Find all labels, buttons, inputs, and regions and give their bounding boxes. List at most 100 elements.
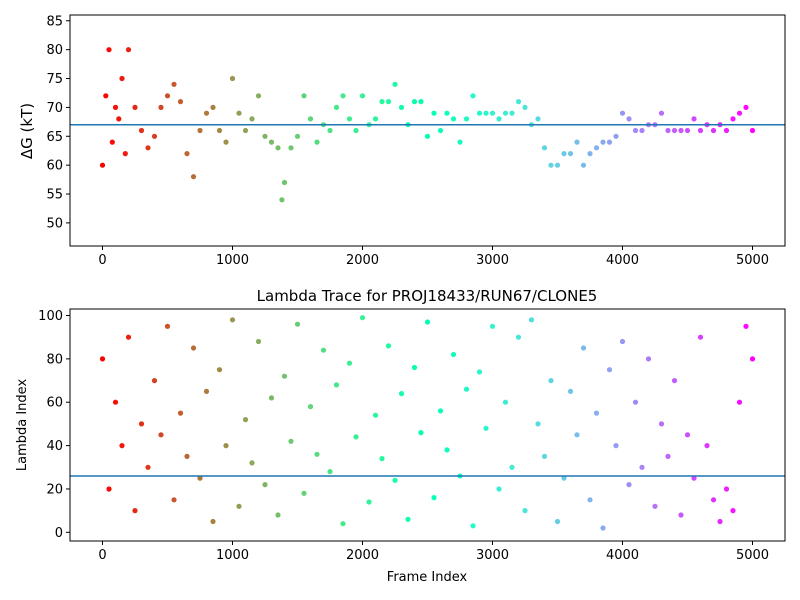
data-point bbox=[164, 323, 171, 329]
data-point bbox=[541, 145, 548, 151]
data-point bbox=[112, 399, 119, 405]
data-point bbox=[203, 110, 210, 116]
data-point bbox=[665, 453, 671, 459]
data-point bbox=[294, 133, 301, 139]
data-point bbox=[203, 388, 210, 394]
data-point bbox=[431, 495, 437, 501]
data-point bbox=[106, 486, 112, 492]
data-point bbox=[678, 512, 684, 518]
data-point bbox=[177, 410, 184, 416]
data-point bbox=[411, 364, 418, 371]
y-tick-label: 75 bbox=[46, 72, 63, 87]
y-tick-label: 70 bbox=[46, 101, 63, 116]
x-tick-label: 1000 bbox=[216, 253, 249, 268]
data-point bbox=[327, 127, 333, 134]
x-tick-label: 4000 bbox=[606, 253, 639, 268]
x-tick-label: 1000 bbox=[216, 548, 249, 563]
x-tick-label: 5000 bbox=[736, 548, 769, 563]
data-point bbox=[717, 518, 723, 525]
data-point bbox=[242, 127, 249, 134]
data-point bbox=[710, 497, 717, 503]
data-point bbox=[366, 499, 372, 505]
data-point bbox=[632, 127, 639, 134]
data-point bbox=[587, 497, 593, 503]
data-point bbox=[736, 399, 743, 405]
data-point bbox=[418, 99, 424, 105]
data-point bbox=[424, 133, 431, 139]
data-point bbox=[502, 110, 509, 116]
data-point bbox=[197, 127, 203, 134]
data-point bbox=[671, 127, 678, 134]
data-point bbox=[535, 421, 541, 427]
data-point bbox=[691, 116, 697, 122]
data-point bbox=[164, 93, 171, 99]
data-point bbox=[476, 369, 483, 375]
data-point bbox=[301, 490, 307, 496]
data-point bbox=[431, 110, 437, 116]
data-point bbox=[333, 104, 340, 110]
data-point bbox=[593, 410, 600, 416]
delta-g-ylabel: ΔG (kT) bbox=[18, 103, 36, 159]
data-point bbox=[138, 421, 145, 427]
data-point bbox=[652, 503, 658, 509]
data-point bbox=[145, 464, 151, 470]
lambda-xlabel: Frame Index bbox=[387, 570, 468, 585]
data-point bbox=[255, 338, 262, 345]
data-point bbox=[229, 75, 236, 82]
data-point bbox=[275, 512, 281, 518]
data-point bbox=[658, 421, 665, 427]
data-point bbox=[242, 417, 249, 423]
data-point bbox=[496, 486, 502, 492]
data-point bbox=[171, 497, 177, 503]
data-point bbox=[262, 482, 268, 488]
data-point bbox=[561, 151, 567, 157]
data-point bbox=[99, 162, 106, 168]
data-point bbox=[704, 443, 710, 449]
data-point bbox=[509, 464, 515, 470]
data-point bbox=[743, 104, 749, 110]
data-point bbox=[632, 399, 639, 405]
data-point bbox=[444, 447, 450, 453]
data-point bbox=[379, 456, 385, 462]
data-point bbox=[515, 334, 522, 340]
lambda-plot-area bbox=[69, 308, 786, 542]
data-point bbox=[353, 434, 359, 440]
data-point bbox=[463, 116, 470, 122]
data-point bbox=[470, 93, 476, 99]
data-point bbox=[197, 475, 203, 481]
data-point bbox=[730, 508, 736, 514]
data-point bbox=[509, 110, 515, 116]
data-point bbox=[190, 174, 197, 180]
data-point bbox=[626, 116, 632, 122]
data-point bbox=[574, 432, 580, 438]
data-point bbox=[723, 486, 730, 492]
data-point bbox=[262, 133, 268, 139]
y-tick-label: 50 bbox=[46, 216, 63, 231]
data-point bbox=[626, 482, 632, 488]
y-tick-label: 20 bbox=[46, 482, 63, 497]
data-point bbox=[535, 116, 541, 122]
data-point bbox=[424, 319, 431, 325]
data-point bbox=[379, 99, 385, 105]
data-point bbox=[125, 334, 132, 340]
delta-g-x-ticks: 0 1000 2000 3000 4000 5000 bbox=[98, 246, 769, 268]
data-point bbox=[281, 179, 288, 186]
data-point bbox=[249, 116, 255, 122]
data-point bbox=[229, 317, 236, 323]
data-point bbox=[678, 127, 684, 134]
data-point bbox=[437, 408, 444, 414]
data-point bbox=[288, 145, 294, 151]
data-point bbox=[275, 145, 281, 151]
data-point bbox=[580, 162, 587, 168]
x-tick-label: 4000 bbox=[606, 548, 639, 563]
data-point bbox=[171, 81, 177, 87]
data-point bbox=[450, 351, 457, 358]
data-point bbox=[138, 127, 145, 134]
data-point bbox=[184, 151, 190, 157]
data-point bbox=[489, 323, 496, 329]
data-point bbox=[548, 162, 554, 168]
data-point bbox=[600, 525, 606, 531]
y-tick-label: 55 bbox=[46, 188, 63, 203]
data-point bbox=[554, 162, 561, 168]
data-point bbox=[340, 93, 346, 99]
